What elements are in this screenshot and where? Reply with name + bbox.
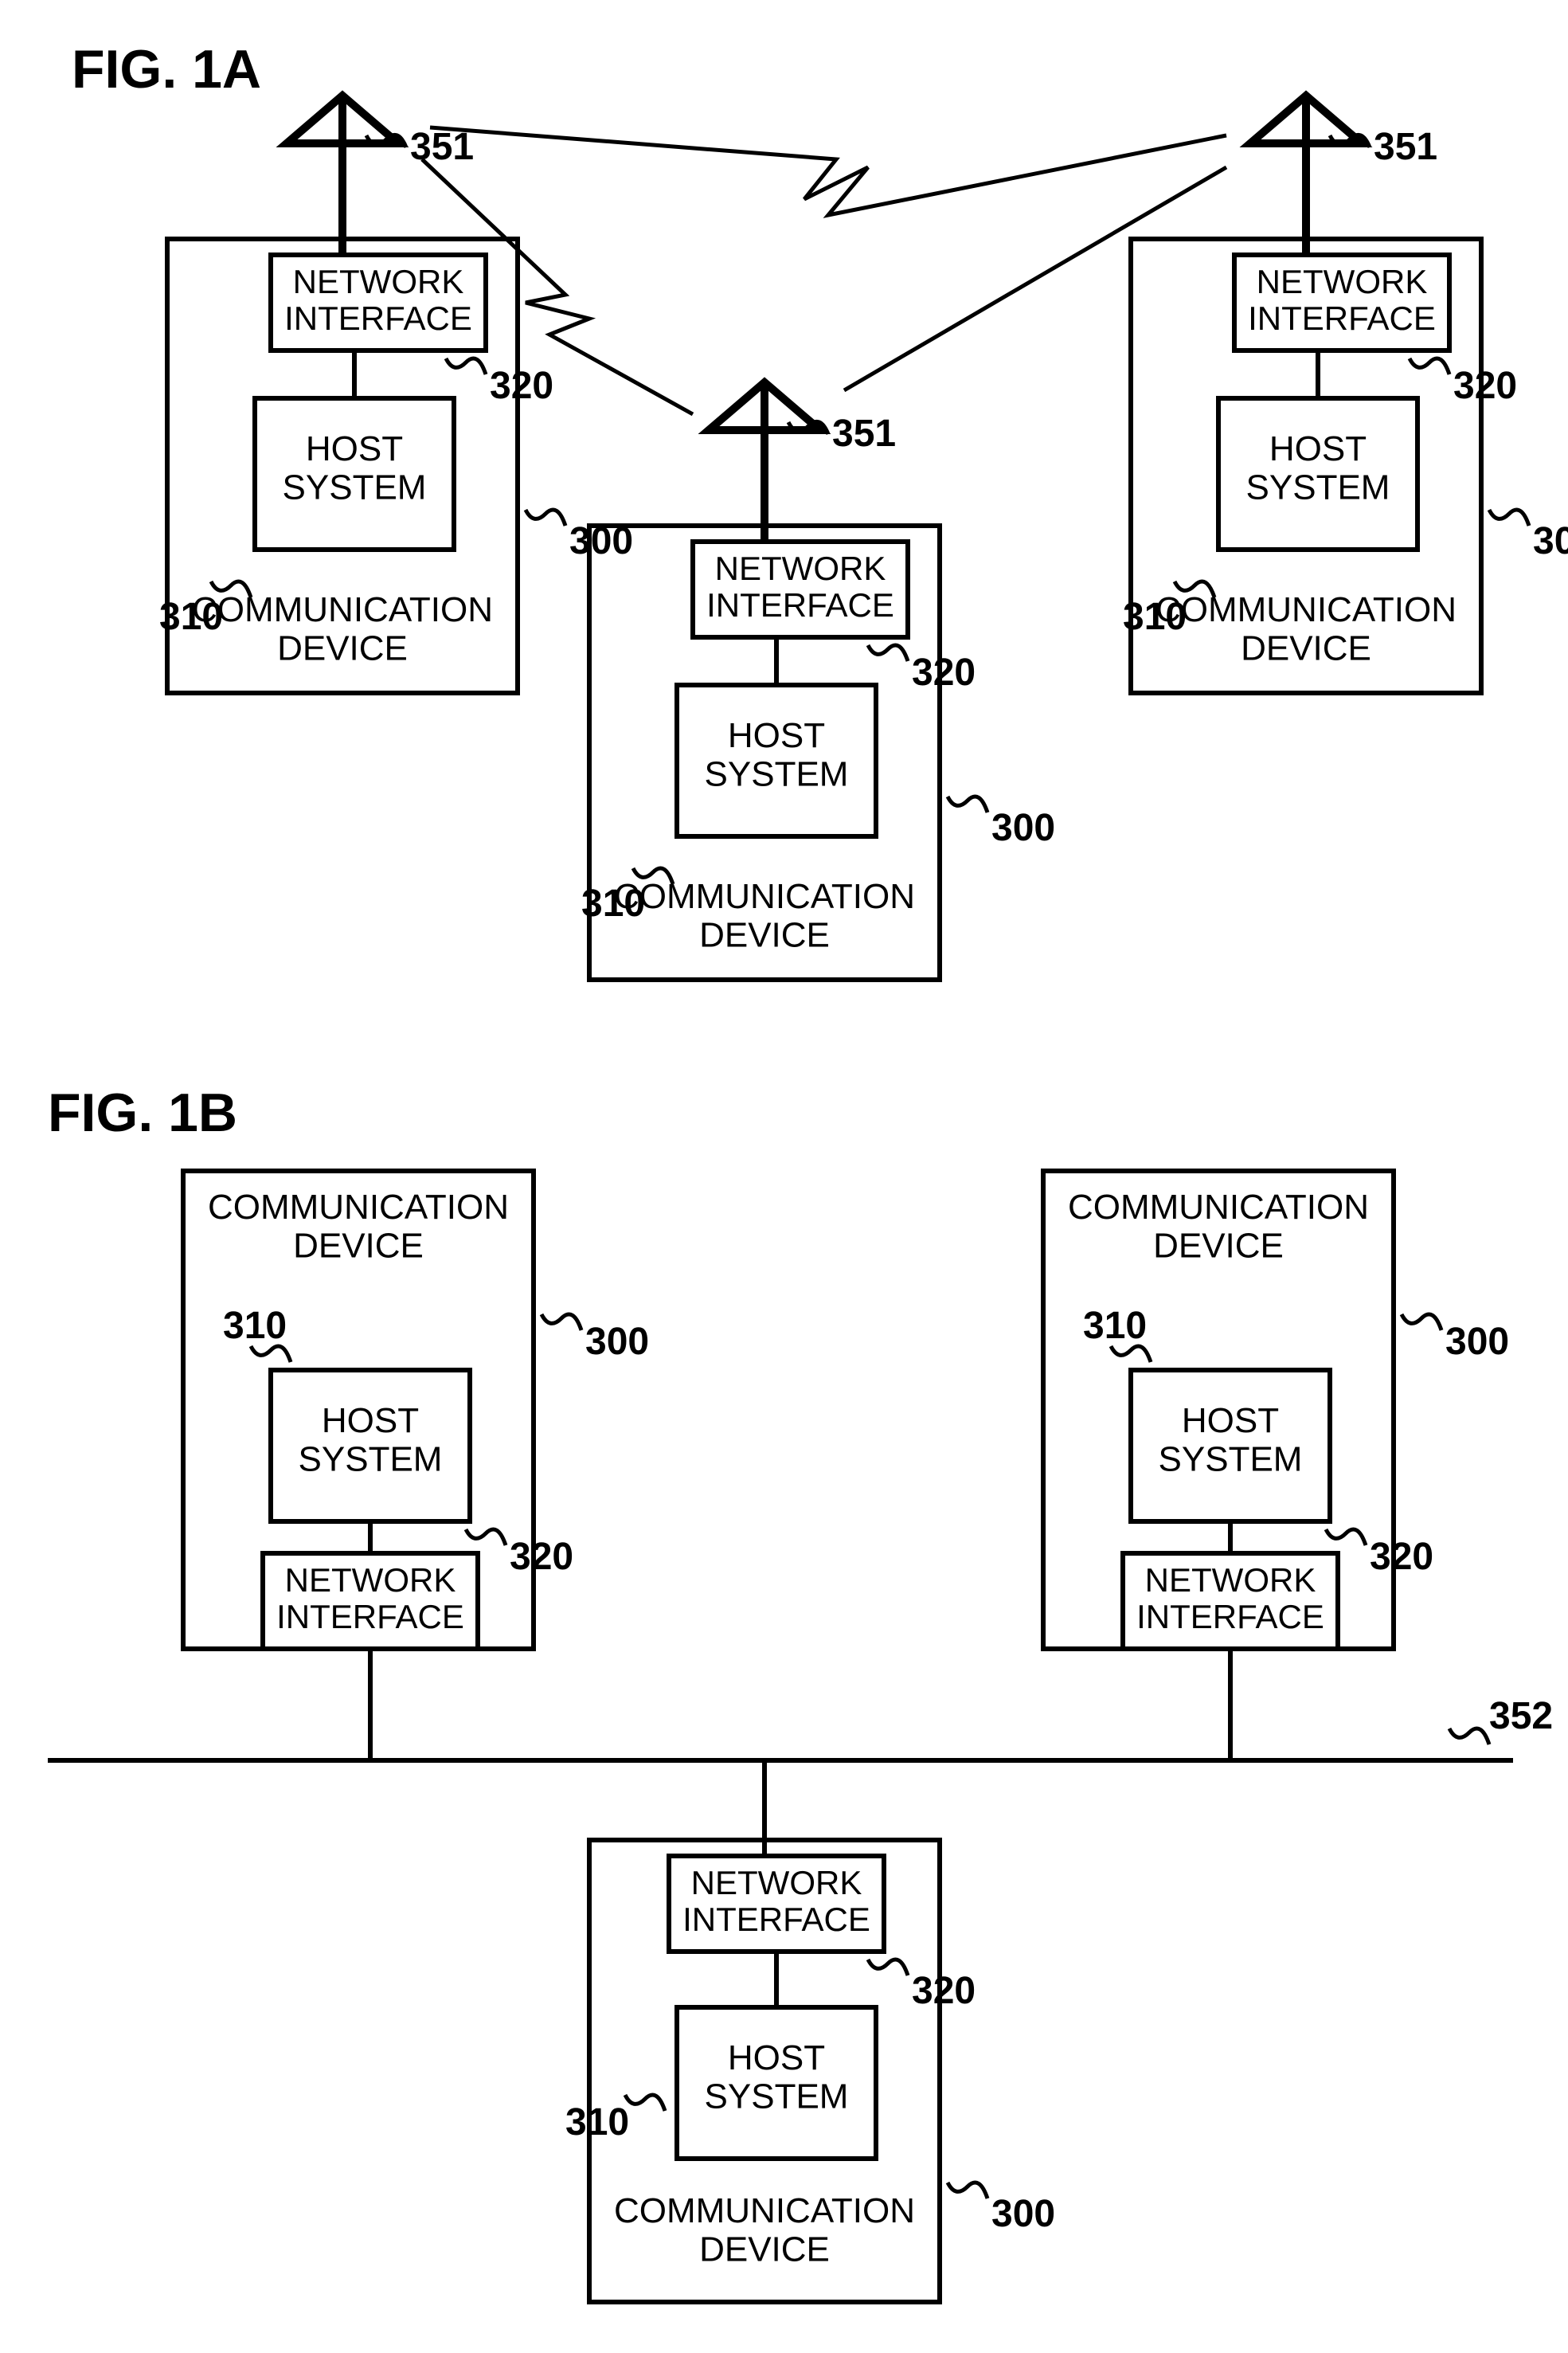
ni-label-4: NETWORKINTERFACE bbox=[276, 1561, 464, 1635]
comm-device: COMMUNICATIONDEVICE 310 HOSTSYSTEM 300 3… bbox=[183, 1171, 649, 1649]
comm-device: COMMUNICATIONDEVICE 310 HOSTSYSTEM 300 3… bbox=[1043, 1171, 1509, 1649]
fig-1b-title: FIG. 1B bbox=[48, 1083, 237, 1143]
ref-label: 310 bbox=[565, 2101, 629, 2144]
cd-label-5: COMMUNICATIONDEVICE bbox=[1068, 1188, 1369, 1265]
cd-label-3: COMMUNICATIONDEVICE bbox=[1155, 590, 1457, 668]
fig-1a-group: 351 NETWORKINTERFACE 320 HOSTSYSTEM 310 … bbox=[159, 96, 1568, 980]
ref-label: 320 bbox=[912, 1970, 976, 2012]
comm-device: NETWORKINTERFACE 320 HOSTSYSTEM 310 300 … bbox=[565, 1840, 1055, 2302]
antenna-icon bbox=[709, 382, 820, 542]
comm-device: 351 NETWORKINTERFACE 320 HOSTSYSTEM 310 … bbox=[581, 382, 1055, 980]
cd-label-2: COMMUNICATIONDEVICE bbox=[614, 877, 915, 954]
ni-label-3: NETWORKINTERFACE bbox=[1248, 263, 1436, 337]
ref-label: 300 bbox=[1445, 1321, 1509, 1363]
ref-label: 351 bbox=[410, 126, 474, 168]
ref-label: 320 bbox=[912, 652, 976, 694]
antenna-icon bbox=[287, 96, 398, 255]
fig-1a-title: FIG. 1A bbox=[72, 39, 261, 100]
antenna-icon bbox=[1250, 96, 1362, 255]
ref-label: 300 bbox=[991, 2193, 1055, 2235]
ref-label: 310 bbox=[1083, 1305, 1147, 1347]
ref-label: 320 bbox=[1370, 1536, 1433, 1578]
ni-label-6: NETWORKINTERFACE bbox=[682, 1864, 870, 1938]
cd-label-1: COMMUNICATIONDEVICE bbox=[192, 590, 493, 668]
ref-label: 352 bbox=[1489, 1695, 1553, 1737]
ref-label: 310 bbox=[223, 1305, 287, 1347]
diagram-root: FIG. 1A 351 NETWORKINTERFACE 320 HOS bbox=[0, 0, 1568, 2353]
comm-device: 351 NETWORKINTERFACE 320 HOSTSYSTEM 310 … bbox=[159, 96, 633, 693]
ref-label: 300 bbox=[1533, 520, 1568, 562]
ref-label: 300 bbox=[991, 807, 1055, 849]
comm-device: 351 NETWORKINTERFACE 320 HOSTSYSTEM 310 … bbox=[1123, 96, 1568, 693]
ref-label: 300 bbox=[585, 1321, 649, 1363]
ni-label-1: NETWORKINTERFACE bbox=[284, 263, 472, 337]
cd-label-4: COMMUNICATIONDEVICE bbox=[208, 1188, 509, 1265]
cd-label-6: COMMUNICATIONDEVICE bbox=[614, 2191, 915, 2269]
ni-label-2: NETWORKINTERFACE bbox=[706, 550, 894, 624]
ref-label: 351 bbox=[1374, 126, 1437, 168]
ni-label-5: NETWORKINTERFACE bbox=[1136, 1561, 1324, 1635]
ref-label: 351 bbox=[832, 413, 896, 455]
ref-label: 320 bbox=[1453, 365, 1517, 407]
fig-1b-group: COMMUNICATIONDEVICE 310 HOSTSYSTEM 300 3… bbox=[48, 1171, 1553, 2302]
ref-label: 320 bbox=[490, 365, 553, 407]
ref-label: 320 bbox=[510, 1536, 573, 1578]
